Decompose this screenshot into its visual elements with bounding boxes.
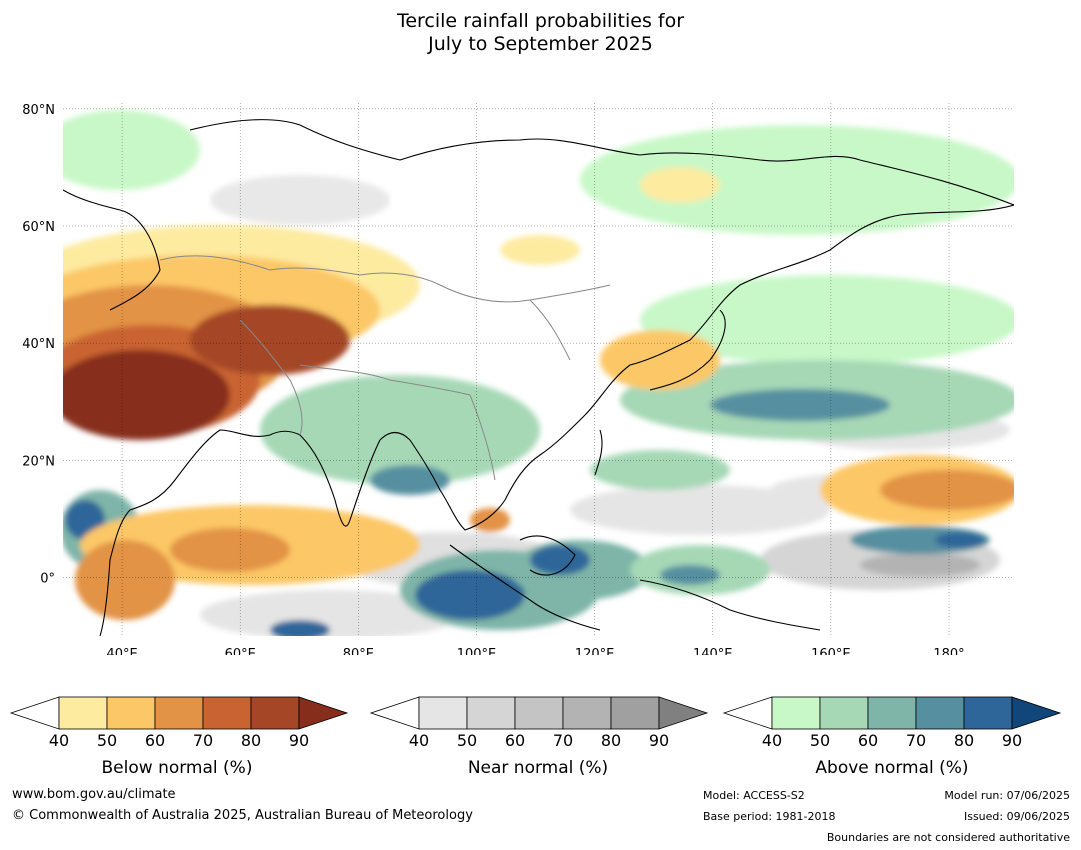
footer-model: Model: ACCESS-S2 bbox=[703, 789, 805, 802]
footer-boundaries-note: Boundaries are not considered authoritat… bbox=[826, 831, 1070, 844]
colorbar-tick-label: 90 bbox=[289, 731, 309, 748]
colorbar-segment bbox=[514, 696, 564, 730]
map-title-line-2: July to September 2025 bbox=[428, 33, 653, 55]
latitude-label: 0° bbox=[40, 571, 55, 586]
latitude-label: 40°N bbox=[22, 337, 55, 352]
colorbar-tick-label: 80 bbox=[954, 731, 974, 748]
latitude-label: 80°N bbox=[22, 103, 55, 118]
footer-url: www.bom.gov.au/climate bbox=[12, 787, 176, 802]
longitude-label: 120°E bbox=[575, 647, 615, 655]
colorbar-label-above-normal: Above normal (%) bbox=[815, 758, 969, 778]
colorbar-max-extension bbox=[298, 696, 349, 730]
colorbar-tick-label: 50 bbox=[97, 731, 117, 748]
colorbar-segment bbox=[250, 696, 300, 730]
map-title-line-1: Tercile rainfall probabilities for bbox=[396, 10, 685, 32]
colorbar-below-normal: 40 50 60 70 80 90 bbox=[9, 696, 349, 748]
colorbar-segment bbox=[915, 696, 965, 730]
colorbar-label-near-normal: Near normal (%) bbox=[467, 758, 609, 778]
colorbar-max-extension bbox=[658, 696, 709, 730]
longitude-label: 140°E bbox=[693, 647, 733, 655]
colorbar-segment bbox=[466, 696, 516, 730]
colorbar-label-below-normal: Below normal (%) bbox=[101, 758, 253, 778]
country-borders bbox=[159, 255, 611, 481]
probability-fields bbox=[63, 110, 1014, 636]
graticule bbox=[63, 103, 1014, 636]
colorbar-segment bbox=[106, 696, 156, 730]
footer-issued: Issued: 09/06/2025 bbox=[963, 810, 1070, 823]
colorbar-tick-label: 60 bbox=[505, 731, 525, 748]
colorbar-tick-label: 90 bbox=[649, 731, 669, 748]
colorbar-segment bbox=[58, 696, 108, 730]
colorbar-tick-label: 70 bbox=[906, 731, 926, 748]
longitude-label: 160°E bbox=[811, 647, 851, 655]
latitude-labels: 80°N 60°N 40°N 20°N 0° bbox=[22, 103, 55, 587]
footer-model-run: Model run: 07/06/2025 bbox=[944, 789, 1070, 802]
colorbar-segment bbox=[562, 696, 612, 730]
colorbar-segment bbox=[771, 696, 821, 730]
colorbar-tick-label: 60 bbox=[145, 731, 165, 748]
colorbar-segment bbox=[202, 696, 252, 730]
colorbar-segment bbox=[819, 696, 869, 730]
colorbar-tick-label: 50 bbox=[457, 731, 477, 748]
colorbar-min-extension bbox=[722, 696, 773, 730]
longitude-label: 60°E bbox=[225, 647, 256, 655]
colorbar-above-normal: 40 50 60 70 80 90 bbox=[722, 696, 1062, 748]
colorbar-tick-label: 70 bbox=[553, 731, 573, 748]
colorbar-max-extension bbox=[1011, 696, 1062, 730]
longitude-label: 40°E bbox=[106, 647, 137, 655]
longitude-label: 100°E bbox=[457, 647, 497, 655]
colorbar-tick-label: 70 bbox=[193, 731, 213, 748]
colorbar-tick-label: 80 bbox=[601, 731, 621, 748]
colorbar-segment bbox=[418, 696, 468, 730]
longitude-label: 80°E bbox=[343, 647, 374, 655]
colorbar-segment bbox=[154, 696, 204, 730]
latitude-label: 20°N bbox=[22, 454, 55, 469]
longitude-label: 180° bbox=[933, 647, 964, 655]
colorbar-tick-label: 40 bbox=[409, 731, 429, 748]
latitude-label: 60°N bbox=[22, 220, 55, 235]
colorbar-near-normal: 40 50 60 70 80 90 bbox=[369, 696, 709, 748]
colorbar-segment bbox=[867, 696, 917, 730]
colorbar-tick-label: 40 bbox=[49, 731, 69, 748]
colorbar-segment bbox=[963, 696, 1013, 730]
colorbar-segment bbox=[610, 696, 660, 730]
colorbar-tick-label: 90 bbox=[1002, 731, 1022, 748]
colorbar-tick-label: 80 bbox=[241, 731, 261, 748]
rainfall-probability-map: 80°N 60°N 40°N 20°N 0° 40°E 60°E 80°E 100°E 120°… bbox=[22, 103, 1014, 655]
footer-base-period: Base period: 1981-2018 bbox=[703, 810, 836, 823]
colorbar-min-extension bbox=[9, 696, 60, 730]
colorbar-tick-label: 50 bbox=[810, 731, 830, 748]
colorbar-tick-label: 60 bbox=[858, 731, 878, 748]
colorbar-min-extension bbox=[369, 696, 420, 730]
coastlines bbox=[63, 119, 1014, 636]
footer-copyright: © Commonwealth of Australia 2025, Austra… bbox=[12, 808, 473, 823]
longitude-labels: 40°E 60°E 80°E 100°E 120°E 140°E 160°E 180° bbox=[106, 647, 964, 655]
colorbar-tick-label: 40 bbox=[762, 731, 782, 748]
